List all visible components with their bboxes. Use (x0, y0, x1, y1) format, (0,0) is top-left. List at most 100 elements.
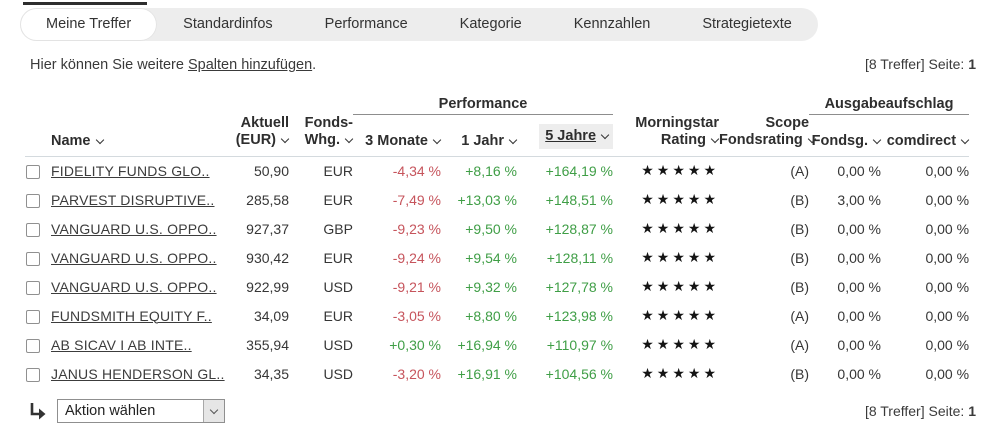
row-checkbox[interactable] (26, 368, 40, 383)
comdirect-value: 0,00 % (925, 365, 970, 382)
perf-3m-value: -9,24 % (392, 249, 441, 266)
table-row: FIDELITY FUNDS GLO.. 50,90 EUR -4,34 % +… (25, 156, 969, 185)
tab-bar: Meine Treffer Standardinfos Performance … (20, 2, 818, 41)
aktuell-value: 922,99 (246, 278, 289, 295)
row-checkbox[interactable] (26, 281, 40, 296)
morningstar-rating: ★★★★★ (641, 336, 720, 352)
table-row: VANGUARD U.S. OPPO.. 927,37 GBP -9,23 % … (25, 214, 969, 243)
col-header-1-jahr[interactable]: 1 Jahr (441, 115, 518, 157)
perf-5y-value: +104,56 % (545, 365, 614, 382)
row-checkbox[interactable] (26, 252, 40, 267)
scope-rating: (A) (790, 307, 810, 324)
perf-3m-value: -9,21 % (392, 278, 441, 295)
col-header-comdirect[interactable]: comdirect (881, 115, 970, 157)
tab-standardinfos[interactable]: Standardinfos (157, 8, 298, 41)
fund-name-link[interactable]: PARVEST DISRUPTIVE.. (51, 191, 215, 208)
group-spacer (25, 96, 353, 115)
fund-name-link[interactable]: JANUS HENDERSON GL.. (51, 365, 225, 382)
currency-value: EUR (323, 191, 353, 208)
perf-1y-value: +16,91 % (457, 365, 517, 382)
funds-table: Performance Ausgabeaufschlag Name Aktuel… (25, 96, 970, 388)
perf-1y-value: +9,54 % (465, 249, 517, 266)
aktuell-value: 927,37 (246, 220, 289, 237)
perf-5y-value: +123,98 % (545, 307, 614, 324)
group-ausgabeaufschlag: Ausgabeaufschlag (809, 96, 970, 115)
action-select[interactable]: Aktion wählen (57, 399, 225, 423)
tab-kategorie[interactable]: Kategorie (434, 8, 548, 41)
add-columns-link[interactable]: Spalten hinzufügen (187, 57, 313, 73)
morningstar-rating: ★★★★★ (641, 278, 720, 294)
tab-meine-treffer[interactable]: Meine Treffer (20, 2, 158, 41)
aktuell-value: 285,58 (246, 191, 289, 208)
sort-chevron-icon (960, 135, 970, 144)
perf-5y-value: +128,87 % (545, 220, 614, 237)
fund-name-link[interactable]: AB SICAV I AB INTE.. (51, 336, 192, 353)
fund-name-link[interactable]: VANGUARD U.S. OPPO.. (51, 220, 217, 237)
col-header-3-monate[interactable]: 3 Monate (353, 115, 442, 157)
aktuell-value: 34,35 (253, 365, 289, 382)
perf-3m-value: -7,49 % (392, 191, 441, 208)
perf-5y-value: +127,78 % (545, 278, 614, 295)
row-checkbox[interactable] (26, 223, 40, 238)
table-row: PARVEST DISRUPTIVE.. 285,58 EUR -7,49 % … (25, 185, 969, 214)
scope-rating: (B) (790, 220, 810, 237)
comdirect-value: 0,00 % (925, 278, 970, 295)
perf-1y-value: +9,32 % (465, 278, 517, 295)
col-header-name[interactable]: Name (51, 115, 199, 157)
col-header-aktuell[interactable]: Aktuell (EUR) (235, 114, 290, 148)
group-spacer (613, 96, 809, 115)
comdirect-value: 0,00 % (925, 336, 970, 353)
row-checkbox[interactable] (26, 339, 40, 354)
fund-name-link[interactable]: FIDELITY FUNDS GLO.. (51, 162, 210, 179)
tab-performance[interactable]: Performance (299, 8, 434, 41)
select-dropdown-button[interactable] (203, 400, 224, 422)
col-header-fonds-whg[interactable]: Fonds- Whg. (304, 114, 354, 148)
perf-5y-value: +148,51 % (545, 191, 614, 208)
aktuell-value: 930,42 (246, 249, 289, 266)
group-header-row: Performance Ausgabeaufschlag (25, 96, 970, 115)
hint-suffix: . (312, 57, 317, 73)
fondsg-value: 0,00 % (837, 278, 882, 295)
sorted-column-highlight: 5 Jahre (539, 123, 614, 149)
fondsg-value: 0,00 % (837, 336, 882, 353)
scope-rating: (B) (790, 365, 810, 382)
col-header-fondsg[interactable]: Fondsg. (809, 115, 882, 157)
row-checkbox[interactable] (26, 165, 40, 180)
perf-1y-value: +8,80 % (465, 307, 517, 324)
morningstar-rating: ★★★★★ (641, 249, 720, 265)
fund-name-link[interactable]: VANGUARD U.S. OPPO.. (51, 278, 217, 295)
comdirect-value: 0,00 % (925, 162, 970, 179)
currency-value: USD (323, 365, 353, 382)
fund-name-link[interactable]: FUNDSMITH EQUITY F.. (51, 307, 212, 324)
fund-name-link[interactable]: VANGUARD U.S. OPPO.. (51, 249, 217, 266)
aktuell-value: 34,09 (253, 307, 289, 324)
currency-value: USD (323, 336, 353, 353)
currency-value: GBP (323, 220, 353, 237)
currency-value: EUR (323, 162, 353, 179)
tab-strategietexte[interactable]: Strategietexte (676, 8, 817, 41)
table-row: VANGUARD U.S. OPPO.. 930,42 EUR -9,24 % … (25, 243, 969, 272)
group-performance: Performance (353, 96, 614, 115)
perf-3m-value: +0,30 % (389, 336, 441, 353)
perf-3m-value: -3,20 % (392, 365, 441, 382)
comdirect-value: 0,00 % (925, 249, 970, 266)
col-header-5-jahre[interactable]: 5 Jahre (517, 115, 614, 157)
morningstar-rating: ★★★★★ (641, 365, 720, 381)
add-columns-hint: Hier können Sie weitere Spalten hinzufüg… (30, 57, 316, 73)
col-header-morningstar-rating[interactable]: Morningstar Rating (635, 114, 720, 148)
tab-kennzahlen[interactable]: Kennzahlen (548, 8, 677, 41)
perf-3m-value: -3,05 % (392, 307, 441, 324)
result-count-top: [8 Treffer] Seite: 1 (864, 56, 976, 72)
row-checkbox[interactable] (26, 310, 40, 325)
row-checkbox[interactable] (26, 194, 40, 209)
fondsg-value: 0,00 % (837, 162, 882, 179)
perf-1y-value: +8,16 % (465, 162, 517, 179)
currency-value: EUR (323, 249, 353, 266)
page-number: 1 (968, 56, 976, 72)
perf-1y-value: +9,50 % (465, 220, 517, 237)
col-header-scope-fondsrating[interactable]: Scope Fondsrating (719, 115, 817, 157)
perf-5y-value: +164,19 % (545, 162, 614, 179)
perf-5y-value: +110,97 % (546, 336, 614, 353)
morningstar-rating: ★★★★★ (641, 162, 720, 179)
page-number: 1 (968, 403, 976, 419)
